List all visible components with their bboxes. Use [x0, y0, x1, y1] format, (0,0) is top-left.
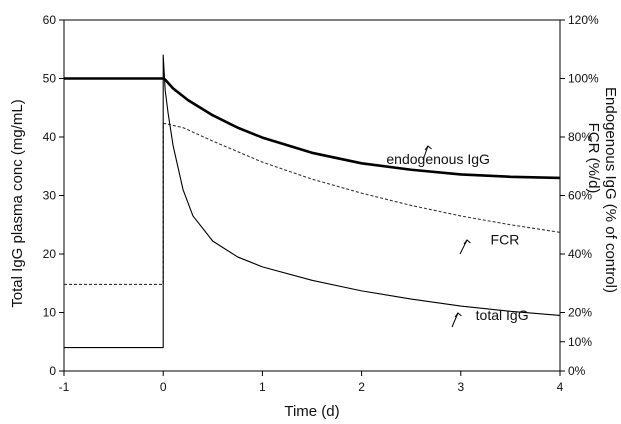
y-tick-label: 60	[43, 13, 57, 27]
y2-tick-label: 20%	[568, 306, 592, 320]
y-tick-label: 20	[43, 247, 57, 261]
x-tick-label: 3	[457, 380, 464, 394]
x-tick-label: -1	[59, 380, 70, 394]
left-axis-ticks: 0 10 20 30 40 50 60	[43, 13, 64, 378]
y-axis-title: Total IgG plasma conc (mg/mL)	[9, 99, 26, 307]
annotation-endogenous-igg: endogenous IgG	[386, 151, 490, 167]
right-axis-title-line1: Endogenous IgG (% of control)	[602, 87, 619, 293]
annotation-arrow	[451, 312, 459, 328]
y2-tick-label: 80%	[568, 130, 592, 144]
annotation-fcr: FCR	[491, 232, 520, 248]
x-tick-label: 4	[557, 380, 564, 394]
right-axis-title-line2: FCR (%/d)	[585, 123, 602, 194]
x-tick-label: 2	[358, 380, 365, 394]
series-line-total-igg	[64, 54, 561, 349]
annotation-layer: endogenous IgG FCR total IgG	[386, 145, 529, 328]
y2-tick-label: 40%	[568, 247, 592, 261]
y2-tick-label: 100%	[568, 72, 599, 86]
right-axis-ticks: 0% 10% 20% 40% 60% 80% 100% 120%	[560, 13, 599, 378]
annotation-arrowhead	[424, 145, 432, 151]
x-axis-ticks: -1 0 1 2 3 4	[59, 371, 564, 394]
series-line-endogenous-igg	[64, 77, 561, 180]
y-tick-label: 0	[49, 364, 56, 378]
annotation-arrowhead	[463, 239, 471, 245]
y2-tick-label: 0%	[568, 364, 586, 378]
annotation-arrow	[422, 145, 429, 161]
y-tick-label: 10	[43, 306, 57, 320]
y-tick-label: 30	[43, 189, 57, 203]
x-tick-label: 0	[160, 380, 167, 394]
y2-tick-label: 120%	[568, 13, 599, 27]
x-tick-label: 1	[259, 380, 266, 394]
y-tick-label: 40	[43, 130, 57, 144]
y-tick-label: 50	[43, 72, 57, 86]
annotation-arrowhead	[454, 312, 462, 318]
x-axis-title: Time (d)	[284, 403, 339, 420]
series-layer	[64, 54, 561, 349]
annotation-total-igg: total IgG	[476, 307, 529, 323]
y2-tick-label: 60%	[568, 189, 592, 203]
series-line-fcr	[64, 123, 561, 285]
y2-tick-label: 10%	[568, 335, 592, 349]
